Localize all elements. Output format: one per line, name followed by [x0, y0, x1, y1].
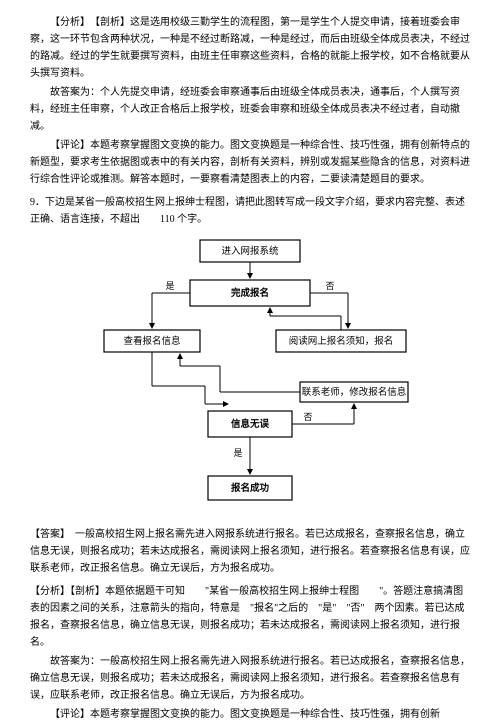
comment-para: 【评论】本题考察掌握图文变换的能力。图文变换题是一种综合性、技巧性强，拥有创新特…: [30, 137, 470, 188]
answer-block: 【答案】 一般高校招生网上报名需先进入网报系统进行报名。若已达成报名，查察报名信…: [30, 526, 470, 577]
analysis-para-1: 【分析】 【剖析】这是选用校级三勤学生的流程图，第一是学生个人提交申请，接着班委…: [30, 14, 470, 82]
comment-para-2: 【评论】本题考察掌握图文变换的能力。图文变换题是一种综合性、技巧性强，拥有创新: [30, 706, 470, 723]
node-success-label: 报名成功: [231, 482, 270, 494]
node-complete-signup-label: 完成报名: [231, 287, 269, 299]
edge-yes-2: 是: [233, 448, 242, 458]
analysis-para-2: 【分析】【剖析】本题依据题干可知 "某省一般高校招生网上报绅士程图 "。答题注意…: [30, 583, 470, 651]
node-check-info-label: 查看报名信息: [123, 335, 180, 347]
answer-para: 故答案为：个人先提交申请，经班委会审察通事后由班级全体成员表决，通事后，个人撰写…: [30, 84, 470, 135]
question-9-intro: 9．下边是某省一般高校招生网上报绅士程图，请把此图转写成一段文字介绍，要求内容完…: [30, 194, 470, 228]
node-contact-teacher-label: 联系老师，修改报名信息: [302, 386, 407, 398]
edge-yes-1: 是: [165, 281, 174, 291]
answer-restate: 故答案为：一般高校招生网上报名需先进入网报系统进行报名。若已达成报名，查察报名信…: [30, 653, 470, 704]
flowchart-svg: 进入网报系统 完成报名 是 否 查看报名信息 阅读网上报名须知，报名 信息无误 …: [90, 236, 410, 516]
node-info-correct-label: 信息无误: [231, 418, 270, 430]
flowchart-container: 进入网报系统 完成报名 是 否 查看报名信息 阅读网上报名须知，报名 信息无误 …: [90, 236, 410, 516]
edge-no-1: 否: [325, 281, 334, 291]
node-enter-system-label: 进入网报系统: [221, 245, 279, 257]
node-read-notice-label: 阅读网上报名须知，报名: [289, 335, 394, 347]
edge-no-2: 否: [303, 412, 312, 422]
